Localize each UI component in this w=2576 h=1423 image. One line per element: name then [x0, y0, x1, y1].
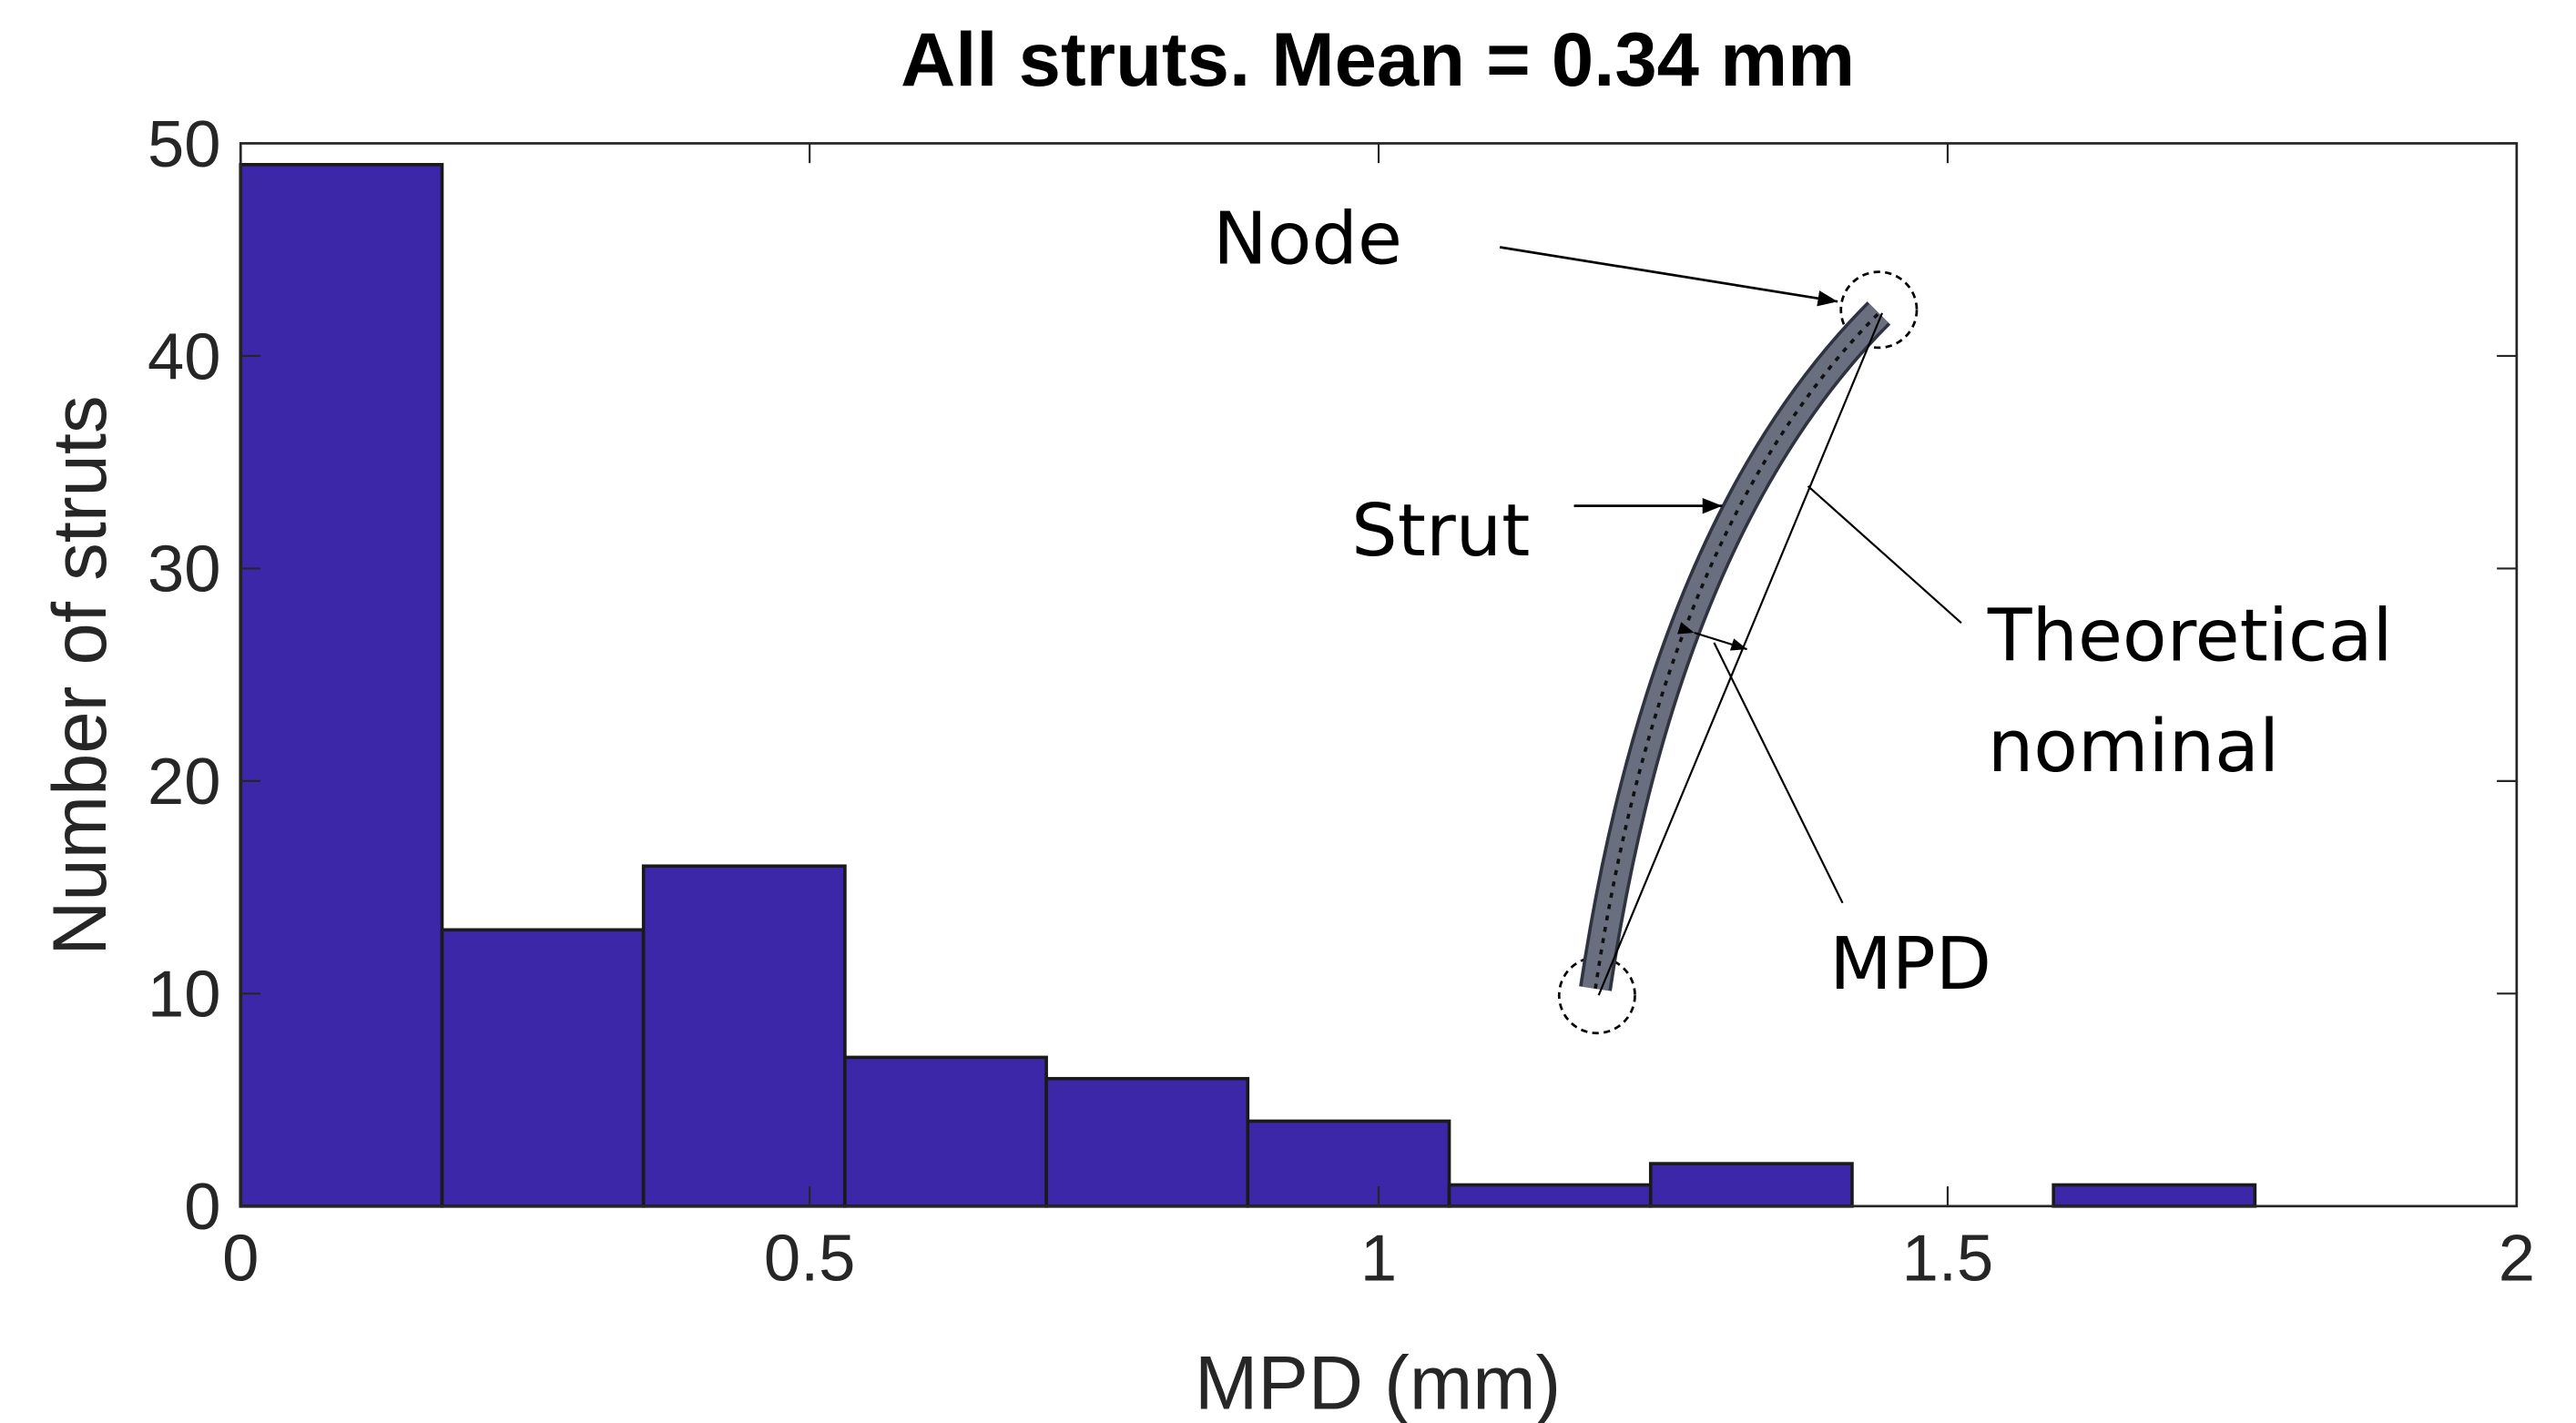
y-tick-label: 20 [148, 745, 221, 818]
y-tick-label: 40 [148, 320, 221, 393]
x-axis-label: MPD (mm) [1195, 1340, 1561, 1423]
bar [239, 162, 444, 1208]
annotation: nominal [1988, 704, 2279, 788]
bar [641, 864, 847, 1208]
annotation: Strut [1351, 488, 1530, 573]
y-axis-label: Number of struts [37, 395, 122, 955]
nominal-line [1597, 312, 1884, 996]
axes-box [239, 142, 2519, 1208]
strut-outline [1579, 301, 1891, 991]
annotation: Theoretical [1987, 594, 2393, 678]
pointer [1807, 485, 1962, 624]
strut-centerline [1593, 311, 1880, 990]
pointer [1713, 642, 1844, 904]
x-tick-label: 1 [1360, 1221, 1397, 1295]
chart-title: All struts. Mean = 0.34 mm [901, 17, 1855, 102]
x-tick-label: 0.5 [764, 1221, 856, 1295]
y-tick-label: 0 [184, 1170, 220, 1244]
bar [843, 1055, 1048, 1208]
strut-diagram [1499, 246, 1962, 1035]
strut [1582, 303, 1889, 991]
y-tick-label: 50 [148, 107, 221, 181]
bar [1044, 1076, 1250, 1208]
node-circle [1839, 270, 1919, 350]
x-tick-label: 0 [222, 1221, 259, 1295]
bar [440, 928, 646, 1208]
x-tick-label: 2 [2499, 1221, 2535, 1295]
y-tick-label: 30 [148, 533, 221, 606]
bar [2052, 1183, 2257, 1208]
bar [1447, 1183, 1653, 1208]
annotation: MPD [1829, 921, 1991, 1006]
pointer [1499, 246, 1838, 307]
y-tick-label: 10 [148, 958, 221, 1032]
mpd-arrow [1677, 622, 1747, 651]
annotation: Node [1213, 197, 1402, 281]
bar [1648, 1162, 1854, 1208]
x-tick-label: 1.5 [1902, 1221, 1994, 1295]
bar [1246, 1119, 1451, 1208]
